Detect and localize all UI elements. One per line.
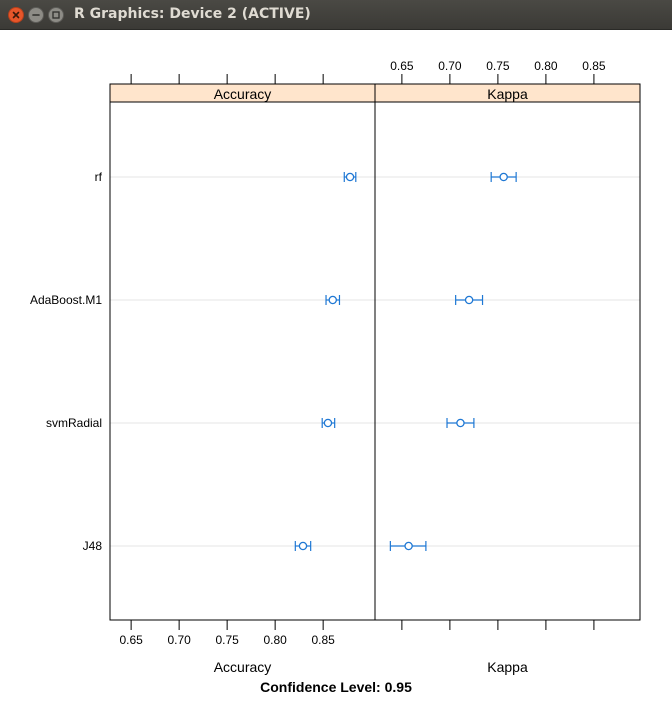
kappa-tick-label-1: 0.70 <box>438 59 462 73</box>
kappa-point-svmradial <box>456 418 465 428</box>
kappa-point-rf <box>499 172 508 182</box>
accuracy-tick-label-3: 0.80 <box>263 633 287 647</box>
accuracy-tick-label-1: 0.70 <box>167 633 191 647</box>
kappa-panel-border <box>374 83 641 621</box>
model-label-svmradial: svmRadial <box>46 416 102 430</box>
kappa-tick-label-2: 0.75 <box>486 59 510 73</box>
model-label-rf: rf <box>95 170 103 184</box>
accuracy-panel-border <box>109 83 376 621</box>
dotplot-chart: rf AdaBoost.M1 svmRadial J48 Accuracy 0.65 0.7… <box>30 59 641 695</box>
accuracy-tick-label-2: 0.75 <box>215 633 239 647</box>
confidence-level-footer: Confidence Level: 0.95 <box>260 679 412 695</box>
accuracy-tick-label-0: 0.65 <box>119 633 143 647</box>
close-icon[interactable] <box>8 7 24 23</box>
kappa-strip-label: Kappa <box>487 86 528 102</box>
kappa-axis-label: Kappa <box>487 659 528 675</box>
kappa-tick-label-0: 0.65 <box>390 59 414 73</box>
model-label-adaboost-m1: AdaBoost.M1 <box>30 293 102 307</box>
plot-canvas: rf AdaBoost.M1 svmRadial J48 Accuracy 0.65 0.7… <box>0 30 672 700</box>
maximize-icon[interactable] <box>48 7 64 23</box>
kappa-tick-label-4: 0.85 <box>582 59 606 73</box>
accuracy-strip-label: Accuracy <box>214 86 272 102</box>
kappa-point-adaboost-m1 <box>464 295 474 305</box>
accuracy-axis-label: Accuracy <box>214 659 272 675</box>
accuracy-point-adaboost-m1 <box>328 295 338 305</box>
minimize-icon[interactable] <box>28 7 44 23</box>
model-label-j48: J48 <box>83 539 103 553</box>
window-title: R Graphics: Device 2 (ACTIVE) <box>74 6 311 22</box>
accuracy-point-j48 <box>298 541 308 551</box>
accuracy-tick-label-4: 0.85 <box>311 633 335 647</box>
kappa-point-j48 <box>404 541 413 551</box>
accuracy-point-svmradial <box>323 418 333 428</box>
kappa-tick-label-3: 0.80 <box>534 59 558 73</box>
window-titlebar: R Graphics: Device 2 (ACTIVE) <box>0 0 672 30</box>
accuracy-point-rf <box>345 172 355 182</box>
